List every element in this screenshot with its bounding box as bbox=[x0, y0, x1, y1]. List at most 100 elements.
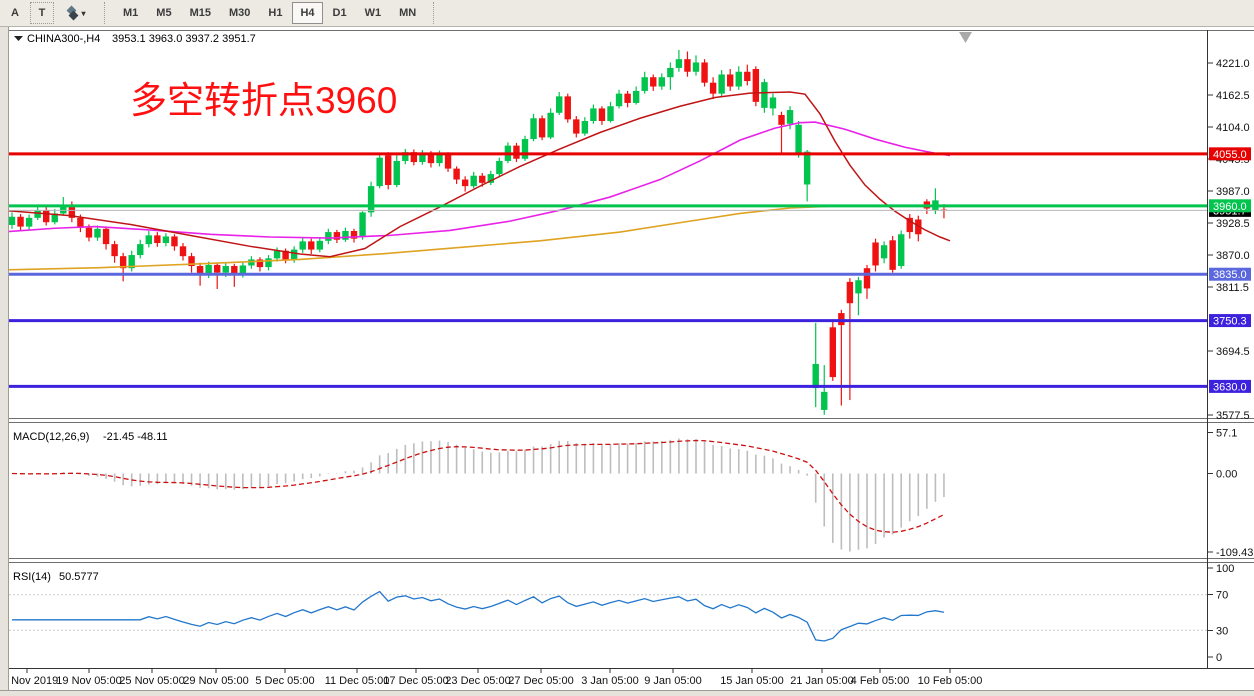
date-tick-label: 9 Jan 05:00 bbox=[644, 675, 702, 687]
toolbar: A T ▾ M1 M5 M15 M30 H1 H4 D1 W1 MN bbox=[0, 0, 1254, 27]
candle-body bbox=[77, 217, 84, 228]
candle-body bbox=[222, 266, 229, 273]
candle-body bbox=[701, 62, 708, 83]
date-tick-label: 21 Jan 05:00 bbox=[790, 675, 854, 687]
candle-body bbox=[735, 71, 742, 87]
candle-body bbox=[821, 391, 828, 410]
window-bottom-edge bbox=[0, 690, 1254, 696]
candle-body bbox=[248, 259, 255, 266]
chart-quote-ohlc: 3953.1 3963.0 3937.2 3951.7 bbox=[112, 33, 256, 45]
candle-body bbox=[342, 230, 349, 240]
candle-body bbox=[470, 175, 477, 187]
candle-body bbox=[906, 217, 913, 233]
candle-body bbox=[188, 256, 195, 267]
price-tick-label: 3870.0 bbox=[1216, 250, 1250, 262]
candle-body bbox=[461, 179, 469, 187]
candle-body bbox=[214, 264, 221, 273]
date-tick-label: 23 Dec 05:00 bbox=[445, 675, 510, 687]
candle-body bbox=[316, 240, 323, 250]
toolbar-separator bbox=[433, 2, 439, 24]
level-price-badge-bg bbox=[1209, 147, 1251, 161]
candle-body bbox=[675, 59, 683, 68]
level-price-badge-bg bbox=[1209, 314, 1251, 328]
arrow-tool-button[interactable]: A bbox=[11, 7, 19, 19]
price-tick-label: 3928.5 bbox=[1216, 218, 1250, 230]
candle-body bbox=[598, 108, 606, 122]
timeframe-button-m15[interactable]: M15 bbox=[189, 7, 211, 19]
symbol-dropdown-icon[interactable] bbox=[14, 36, 23, 41]
level-price-badge-bg bbox=[1209, 267, 1251, 281]
candle-body bbox=[778, 114, 785, 125]
candle-body bbox=[761, 82, 768, 108]
price-tick-label: 4104.0 bbox=[1216, 122, 1250, 134]
timeframe-button-w1[interactable]: W1 bbox=[364, 7, 382, 19]
candle-body bbox=[111, 244, 118, 257]
timeframe-button-h4[interactable]: H4 bbox=[292, 2, 323, 24]
macd-tick-label: 57.1 bbox=[1216, 427, 1237, 439]
candle-body bbox=[51, 213, 58, 223]
candle-body bbox=[496, 160, 503, 175]
candle-body bbox=[385, 155, 392, 186]
candle-body bbox=[102, 228, 110, 245]
candle-body bbox=[239, 265, 247, 274]
candle-body bbox=[872, 242, 879, 266]
candle-body bbox=[803, 151, 811, 185]
rsi-tick-label: 70 bbox=[1216, 590, 1228, 602]
candle-body bbox=[453, 168, 460, 180]
candle-body bbox=[915, 219, 922, 235]
ma-magenta-line bbox=[7, 121, 951, 239]
date-tick-label: 25 Nov 05:00 bbox=[119, 675, 184, 687]
timeframe-button-group: M1 M5 M15 M30 H1 H4 D1 W1 MN bbox=[114, 2, 425, 24]
candle-body bbox=[436, 153, 443, 164]
candle-body bbox=[427, 153, 435, 164]
candle-body bbox=[265, 258, 272, 268]
candle-body bbox=[196, 266, 204, 274]
candle-body bbox=[444, 153, 452, 169]
candle-body bbox=[60, 204, 67, 214]
candle-body bbox=[205, 264, 212, 274]
date-tick-label: 19 Nov 05:00 bbox=[56, 675, 121, 687]
rsi-line bbox=[12, 590, 945, 642]
text-tool-button[interactable]: T bbox=[30, 2, 54, 24]
chart-shift-marker-icon[interactable] bbox=[959, 32, 972, 43]
candle-body bbox=[145, 235, 152, 245]
candle-body bbox=[667, 67, 674, 78]
date-tick-label: 27 Dec 05:00 bbox=[508, 675, 573, 687]
timeframe-button-m1[interactable]: M1 bbox=[123, 7, 139, 19]
candle-body bbox=[376, 157, 383, 187]
candle-body bbox=[128, 255, 135, 269]
date-tick-label: 13 Nov 2019 bbox=[0, 675, 58, 687]
candle-body bbox=[564, 96, 571, 120]
candle-body bbox=[846, 281, 854, 304]
timeframe-button-mn[interactable]: MN bbox=[399, 7, 417, 19]
candle-body bbox=[590, 108, 597, 122]
candle-body bbox=[393, 160, 400, 186]
price-tick-label: 3577.5 bbox=[1216, 410, 1250, 422]
level-price-badge: 3750.3 bbox=[1213, 316, 1247, 328]
timeframe-button-m5[interactable]: M5 bbox=[156, 7, 172, 19]
macd-values: -21.45 -48.11 bbox=[103, 431, 168, 443]
timeframe-button-h1[interactable]: H1 bbox=[268, 7, 283, 19]
date-tick-label: 4 Feb 05:00 bbox=[851, 675, 910, 687]
level-price-badge-bg bbox=[1209, 199, 1251, 213]
candle-body bbox=[350, 230, 358, 239]
rsi-tick-label: 30 bbox=[1216, 625, 1228, 637]
toolbar-separator bbox=[104, 2, 110, 24]
candle-body bbox=[769, 97, 777, 109]
timeframe-button-m30[interactable]: M30 bbox=[228, 7, 251, 19]
candle-body bbox=[17, 216, 24, 227]
candle-body bbox=[530, 118, 537, 140]
timeframe-button-d1[interactable]: D1 bbox=[332, 7, 347, 19]
date-tick-label: 11 Dec 05:00 bbox=[325, 675, 390, 687]
object-style-button[interactable]: ▾ bbox=[58, 2, 96, 24]
candle-body bbox=[744, 71, 751, 82]
level-price-badge: 3960.0 bbox=[1213, 201, 1247, 213]
chart-title: CHINA300-,H4 bbox=[27, 33, 100, 45]
candle-body bbox=[684, 59, 691, 72]
candle-body bbox=[85, 227, 93, 238]
rsi-value: 50.5777 bbox=[59, 571, 99, 583]
candle-body bbox=[641, 77, 648, 91]
rsi-label: RSI(14) bbox=[13, 571, 51, 583]
candle-body bbox=[410, 152, 418, 163]
